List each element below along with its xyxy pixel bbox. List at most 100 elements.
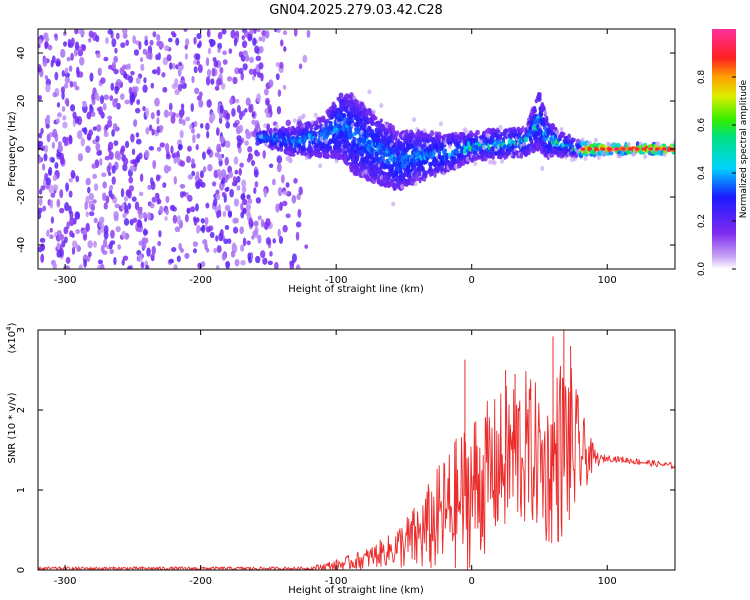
spectrogram-cell <box>83 258 87 268</box>
spectrogram-cell <box>176 215 182 225</box>
spectrogram-cell <box>42 163 46 171</box>
spectrogram-cell <box>238 67 244 75</box>
spectrogram-cell <box>164 216 168 221</box>
spectrogram-cell <box>473 161 478 167</box>
spectrogram-cell <box>145 264 150 269</box>
spectrogram-cell <box>276 29 281 33</box>
spectrogram-cell <box>105 37 109 44</box>
spectrogram-cell <box>96 124 102 132</box>
spectrogram-cell <box>75 175 80 183</box>
spectrogram-cell <box>156 109 161 117</box>
spectrogram-cell <box>63 226 69 235</box>
spectrogram-cell <box>89 72 94 82</box>
spectrogram-cell <box>296 193 301 201</box>
colorbar: 0.0 0.2 0.4 0.6 0.8 Normalized spectral ampl… <box>697 29 749 276</box>
spectrogram-cell <box>42 205 47 212</box>
spectrogram-cell <box>214 85 220 91</box>
spectrogram-cell <box>207 163 213 172</box>
spectrogram-cell <box>64 76 71 84</box>
spectrogram-cell <box>215 127 220 136</box>
spectrogram-cell <box>365 131 371 138</box>
spectrogram-cell <box>168 111 174 117</box>
spectrogram-cell <box>119 93 125 101</box>
spectrogram-cell <box>107 64 112 70</box>
spectrogram-cell <box>236 104 241 114</box>
spectrogram-cell <box>193 66 198 74</box>
spectrogram-cell <box>343 116 348 122</box>
spectrogram-cell <box>144 149 150 159</box>
spectrogram-cell <box>55 60 61 67</box>
spectrogram-cell <box>62 121 68 129</box>
spectrogram-cell <box>69 230 74 238</box>
spectrogram-cell <box>135 77 141 85</box>
spectrogram-cell <box>157 241 162 247</box>
spectrogram-cell <box>219 66 224 74</box>
spectrogram-cell <box>521 125 525 132</box>
spectrogram-cell <box>113 140 119 147</box>
spectrogram-cell <box>378 142 382 150</box>
spectrogram-cell <box>229 97 233 106</box>
spectrogram-cell <box>99 95 105 105</box>
spectrogram-cell <box>55 118 60 124</box>
spectrogram-cell <box>186 155 192 164</box>
spectrogram-cell <box>46 133 51 143</box>
spectrogram-y-axis: -40 -20 0 20 40 <box>16 47 675 253</box>
spectrogram-cell <box>245 97 251 106</box>
spectrogram-cell <box>267 260 273 266</box>
spectrogram-cell <box>103 202 108 210</box>
spectrogram-cell <box>123 196 129 202</box>
spectrogram-cell <box>150 253 155 259</box>
spectrogram-cell <box>91 163 97 169</box>
spectrogram-cell <box>213 247 218 254</box>
spectrogram-cell <box>276 145 281 152</box>
spectrogram-cell <box>264 108 269 114</box>
spectrogram-cell <box>178 61 183 67</box>
spectrogram-cell <box>571 137 576 143</box>
spectrogram-cell <box>54 71 59 81</box>
snr-xtick-label: -200 <box>189 576 212 587</box>
spectrogram-cell <box>295 264 301 269</box>
spectrogram-cell <box>170 145 174 154</box>
spectrogram-cell <box>173 264 178 269</box>
spectrogram-cell <box>56 198 61 208</box>
spectrogram-cell <box>240 54 246 62</box>
spectrogram-cell <box>100 223 105 234</box>
spectrogram-cell <box>89 103 93 110</box>
spectrogram-cell <box>255 197 262 204</box>
colorbar-tick-label: 0.6 <box>697 118 707 133</box>
spectrogram-cell <box>38 43 41 49</box>
spectrogram-cell <box>166 54 172 62</box>
spectrogram-cell <box>81 44 87 52</box>
spectrogram-cell <box>96 228 102 236</box>
spectrogram-cell <box>206 29 211 38</box>
spectrogram-cell <box>187 145 192 152</box>
spectrogram-cell <box>138 191 144 197</box>
spectrogram-cell <box>65 256 71 264</box>
spectrogram-cell <box>414 172 420 178</box>
spectrogram-cell <box>278 235 284 244</box>
spectrogram-cell <box>195 171 200 179</box>
spectrogram-cell <box>607 147 613 151</box>
spectrogram-cell <box>177 67 182 77</box>
spectrogram-cell <box>276 106 282 115</box>
spectrogram-cell <box>528 135 532 141</box>
spectrogram-cell <box>90 111 96 117</box>
spectrogram-cell <box>139 57 144 63</box>
spectrogram-cell <box>238 124 244 133</box>
spectrogram-cell <box>226 76 233 82</box>
spectrogram-cell <box>253 220 259 227</box>
spectrogram-cell <box>115 225 121 233</box>
spectrogram-cell <box>540 165 545 171</box>
spectrogram-cell <box>179 160 186 167</box>
spectrogram-cell <box>289 261 295 269</box>
spectrogram-cell <box>39 237 46 243</box>
spectrogram-cell <box>179 129 184 139</box>
spectrogram-cell <box>198 91 203 97</box>
spectrogram-cell <box>95 35 100 43</box>
spectrogram-cell <box>301 145 306 152</box>
spectrogram-cell <box>140 261 145 269</box>
spectrogram-cell <box>253 29 257 34</box>
spectrogram-cell <box>138 41 142 50</box>
spectrogram-ytick-label: 0 <box>16 146 27 152</box>
snr-frame <box>37 329 676 571</box>
